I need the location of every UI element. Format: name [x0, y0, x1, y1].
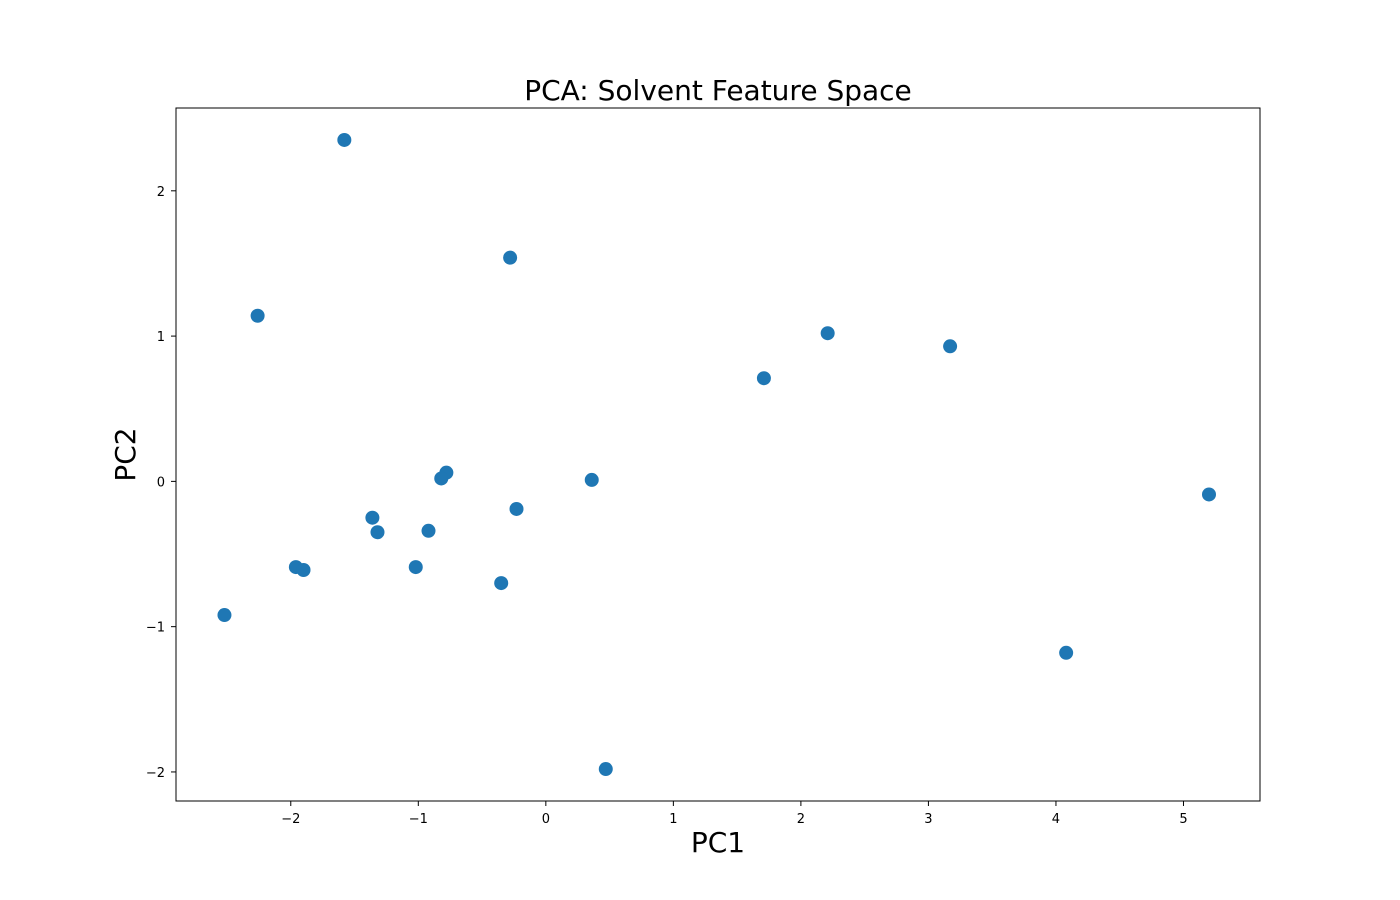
- scatter-point: [296, 563, 311, 577]
- y-tick-label: 1: [157, 330, 165, 345]
- scatter-point: [365, 510, 380, 525]
- scatter-point: [337, 132, 352, 147]
- x-tick-label: 0: [542, 812, 550, 827]
- scatter-point: [598, 762, 613, 777]
- plot-area-frame: [175, 107, 1261, 802]
- x-tick-label: 1: [669, 812, 677, 827]
- chart-title: PCA: Solvent Feature Space: [524, 74, 912, 107]
- scatter-point: [370, 525, 385, 540]
- scatter-point: [1201, 487, 1216, 502]
- scatter-point: [1059, 645, 1074, 660]
- points-layer: [217, 132, 1216, 777]
- y-tick-label: −1: [146, 621, 165, 636]
- scatter-point: [756, 371, 771, 386]
- scatter-point: [434, 471, 449, 486]
- x-tick-label: 2: [797, 812, 805, 827]
- scatter-point: [509, 501, 524, 516]
- scatter-point: [503, 250, 518, 265]
- scatter-point: [494, 576, 509, 591]
- x-axis-label: PC1: [691, 826, 745, 859]
- x-tick-label: 4: [1052, 812, 1060, 827]
- y-tick-label: 2: [157, 185, 165, 200]
- y-tick-label: 0: [157, 475, 165, 490]
- x-tick-label: 5: [1179, 812, 1187, 827]
- scatter-point: [217, 608, 232, 623]
- y-tick-label: −2: [146, 766, 165, 781]
- x-axis: −2 −1 0 1 2 3 4 5: [281, 801, 1188, 827]
- x-tick-label: −2: [281, 812, 300, 827]
- scatter-point: [421, 523, 436, 538]
- y-axis-label: PC2: [109, 427, 142, 481]
- y-axis: −2 −1 0 1 2: [146, 185, 176, 781]
- scatter-point: [820, 326, 835, 341]
- x-tick-label: 3: [924, 812, 932, 827]
- scatter-point: [943, 339, 958, 354]
- scatter-point: [250, 308, 265, 323]
- x-tick-label: −1: [409, 812, 428, 827]
- scatter-point: [408, 560, 423, 575]
- scatter-point: [584, 472, 599, 487]
